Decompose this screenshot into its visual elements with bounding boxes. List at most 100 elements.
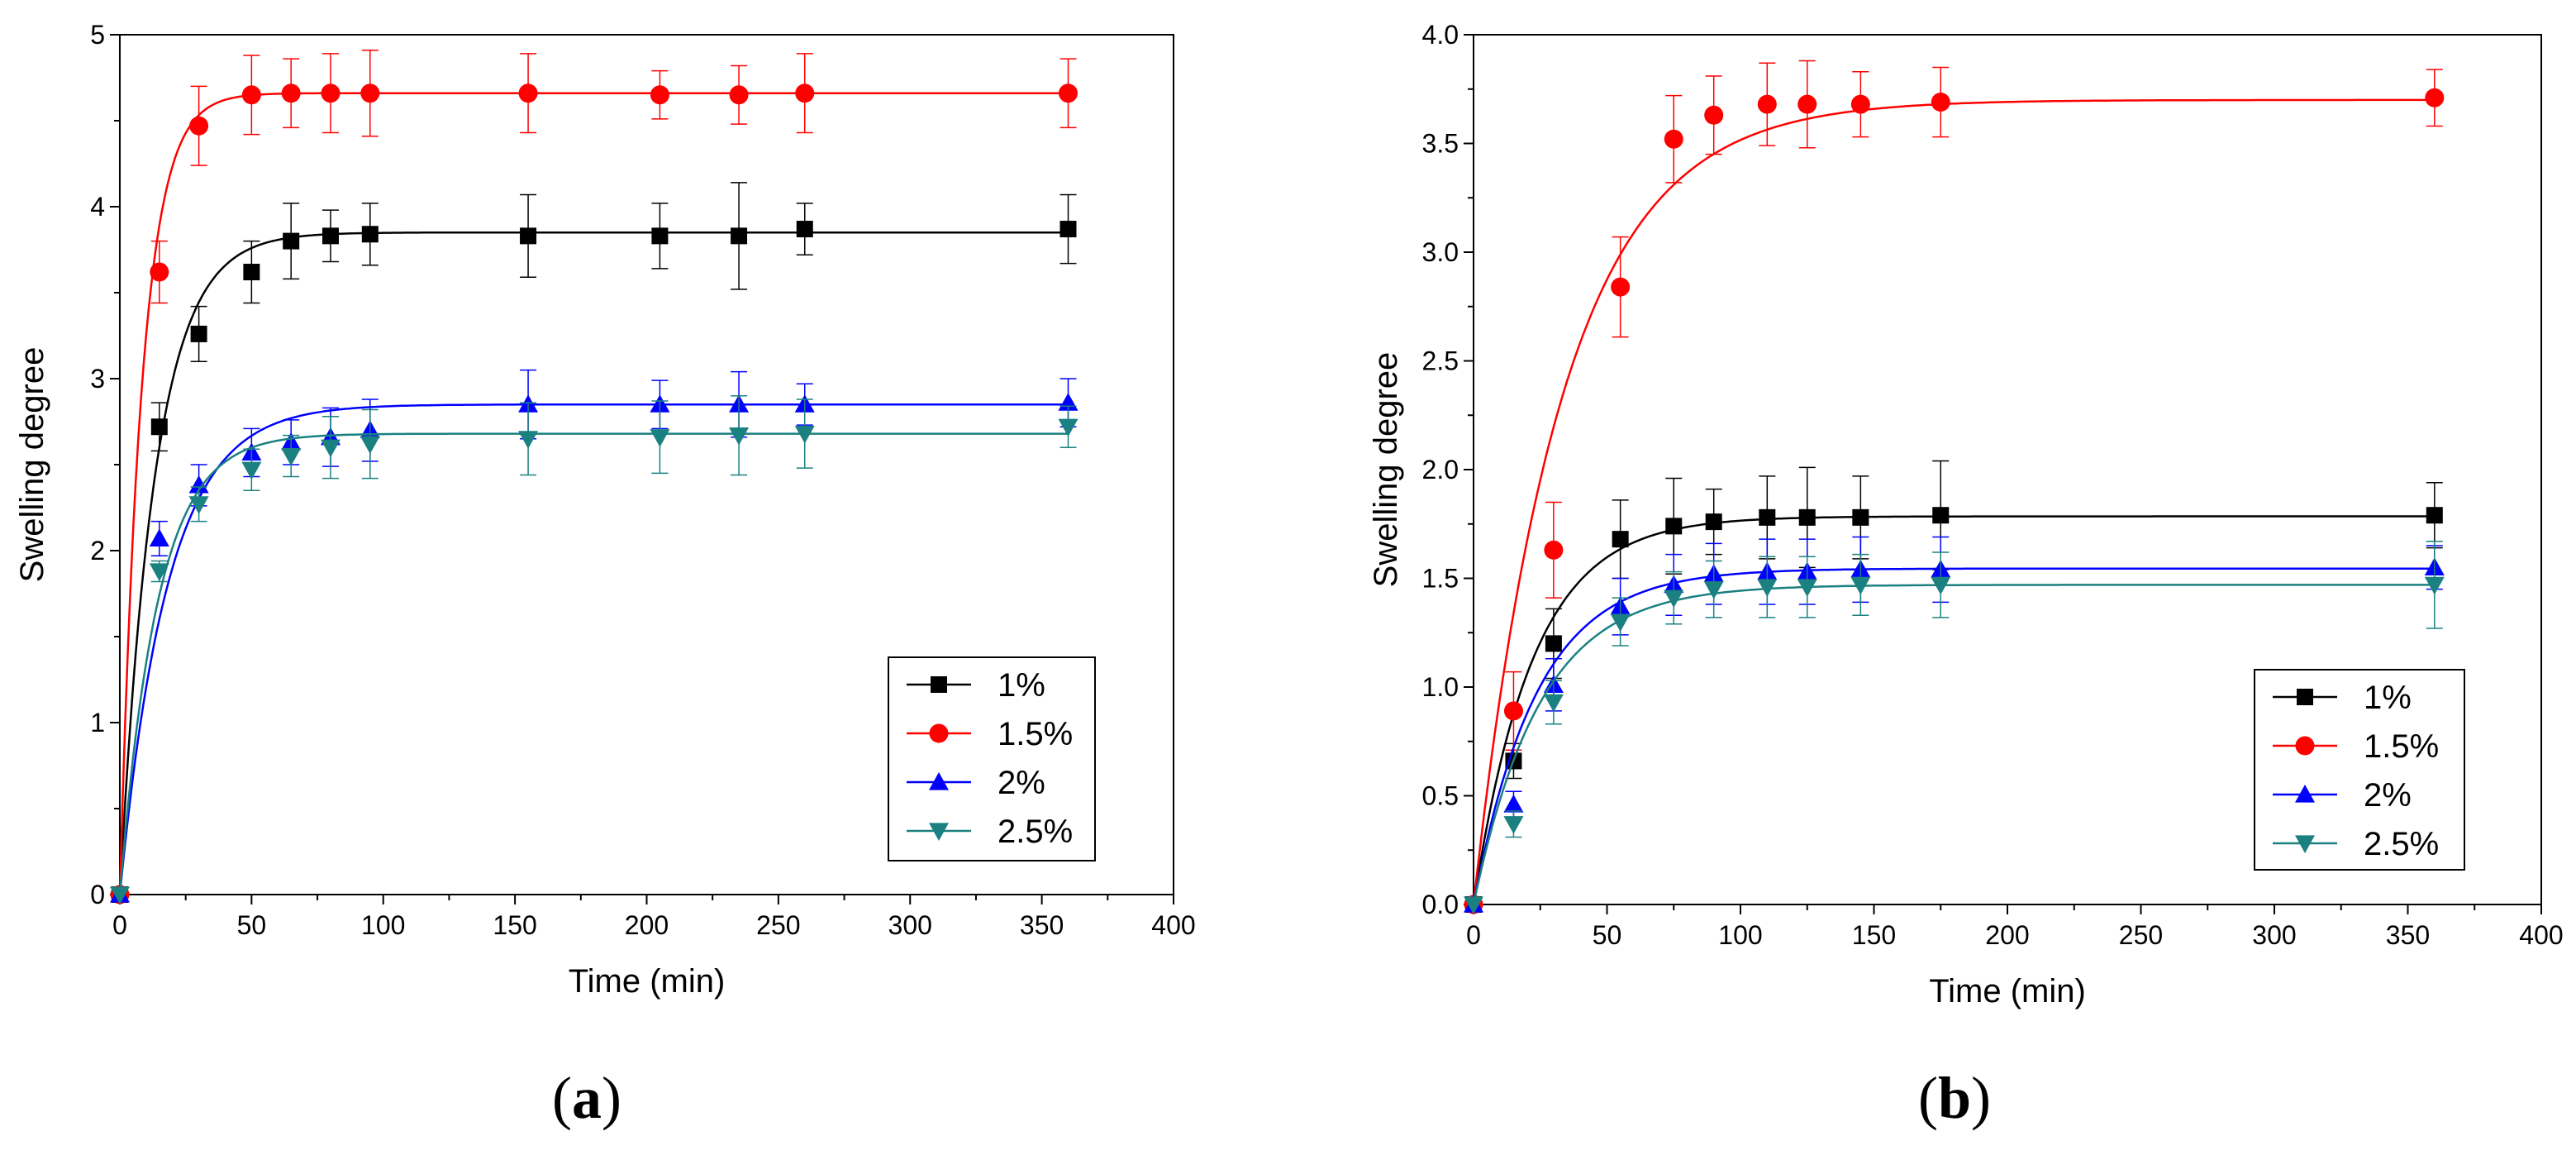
data-point xyxy=(1464,896,1483,914)
data-point xyxy=(1932,507,1950,524)
series-2 xyxy=(110,49,1078,904)
data-point xyxy=(1545,635,1562,652)
legend-marker xyxy=(2295,785,2315,803)
data-point xyxy=(1612,531,1629,548)
legend-marker xyxy=(2297,689,2313,705)
data-point xyxy=(1503,795,1524,813)
data-point xyxy=(1610,613,1631,632)
data-point xyxy=(1665,518,1683,535)
panel-label: (a) xyxy=(552,1065,621,1131)
series-1 xyxy=(112,182,1077,903)
fit-curve xyxy=(118,432,1069,895)
data-point xyxy=(359,436,380,455)
data-point xyxy=(110,886,130,904)
y-axis-title: Swelling degree xyxy=(14,347,50,583)
y-tick-label: 1.0 xyxy=(1422,672,1459,702)
x-tick-label: 250 xyxy=(756,910,800,940)
series-4 xyxy=(110,395,1078,904)
data-point xyxy=(1931,576,1951,595)
legend-label: 2% xyxy=(2364,777,2412,814)
data-point xyxy=(518,84,538,103)
data-point xyxy=(1059,84,1078,103)
fit-curve xyxy=(118,231,1069,895)
legend-marker xyxy=(931,676,947,693)
data-point xyxy=(1058,418,1078,437)
y-tick-label: 2.0 xyxy=(1422,455,1459,484)
legend-label: 1% xyxy=(2364,680,2412,716)
fit-curve xyxy=(1472,98,2435,905)
chart-panel-a: 0 50 100 150 200 250 300 350 400 0 1 2 3 4 5 Time (min)… xyxy=(14,20,1196,1131)
x-tick-label: 350 xyxy=(2386,920,2430,950)
x-tick-label: 0 xyxy=(112,910,127,940)
data-point xyxy=(1059,221,1077,238)
x-tick-label: 0 xyxy=(1466,920,1481,950)
y-tick-label: 1 xyxy=(90,708,105,737)
data-point xyxy=(731,227,748,245)
data-point xyxy=(149,528,169,547)
data-point xyxy=(651,227,669,245)
data-point xyxy=(188,496,209,514)
legend-label: 2.5% xyxy=(2364,826,2439,862)
x-tick-label: 200 xyxy=(1985,920,2029,950)
data-point xyxy=(1503,701,1523,721)
data-point xyxy=(1703,581,1724,599)
data-point xyxy=(1850,576,1871,595)
y-tick-label: 0.0 xyxy=(1422,890,1459,919)
y-tick-label: 3.0 xyxy=(1422,237,1459,267)
data-point xyxy=(1798,508,1816,526)
fit-curve xyxy=(1472,515,2435,905)
data-point xyxy=(321,439,340,458)
data-point xyxy=(650,429,670,447)
data-point xyxy=(360,84,380,103)
data-point xyxy=(729,427,750,446)
y-tick-label: 4 xyxy=(90,192,105,222)
legend-marker xyxy=(2295,736,2315,756)
data-point xyxy=(188,475,209,494)
data-point xyxy=(361,226,379,243)
data-point xyxy=(1705,513,1722,531)
data-point xyxy=(796,221,813,238)
y-tick-label: 4.0 xyxy=(1422,20,1459,50)
data-point xyxy=(190,325,207,342)
x-tick-label: 400 xyxy=(1151,910,1195,940)
data-point xyxy=(520,227,537,245)
data-point xyxy=(650,85,669,105)
data-point xyxy=(281,448,302,466)
y-tick-label: 2.5 xyxy=(1422,346,1459,376)
data-point xyxy=(189,116,209,136)
legend-marker xyxy=(929,823,949,841)
x-tick-label: 150 xyxy=(493,910,536,940)
x-tick-label: 100 xyxy=(361,910,405,940)
x-tick-label: 250 xyxy=(2119,920,2163,950)
data-point xyxy=(283,232,300,250)
data-point xyxy=(794,425,815,444)
data-point xyxy=(241,461,262,480)
x-tick-label: 150 xyxy=(1852,920,1896,950)
data-point xyxy=(729,85,749,105)
chart-panel-b: 0 50 100 150 200 250 300 350 400 0.0 0.5 1.0 1.5 2.0 2… xyxy=(1368,20,2564,1131)
x-tick-label: 100 xyxy=(1718,920,1762,950)
data-point xyxy=(1664,589,1684,609)
fit-curve xyxy=(1472,584,2435,905)
data-point xyxy=(321,84,340,103)
legend-marker xyxy=(2295,835,2315,853)
data-point xyxy=(1704,105,1724,125)
x-tick-label: 50 xyxy=(237,910,267,940)
data-point xyxy=(1757,94,1777,114)
x-tick-label: 300 xyxy=(888,910,932,940)
data-point xyxy=(322,227,339,245)
fit-curve xyxy=(118,92,1069,895)
data-point xyxy=(2426,507,2443,524)
legend: 1% 1.5% 2% 2.5% xyxy=(2254,669,2465,871)
data-point xyxy=(795,84,815,103)
data-point xyxy=(149,563,169,581)
data-point xyxy=(1543,694,1564,713)
legend-label: 2% xyxy=(998,765,1045,801)
data-point xyxy=(1850,94,1870,114)
data-point xyxy=(1797,94,1817,114)
y-tick-label: 1.5 xyxy=(1422,564,1459,594)
x-tick-label: 300 xyxy=(2252,920,2296,950)
legend-label: 1.5% xyxy=(2364,728,2439,765)
legend-marker xyxy=(929,723,949,743)
